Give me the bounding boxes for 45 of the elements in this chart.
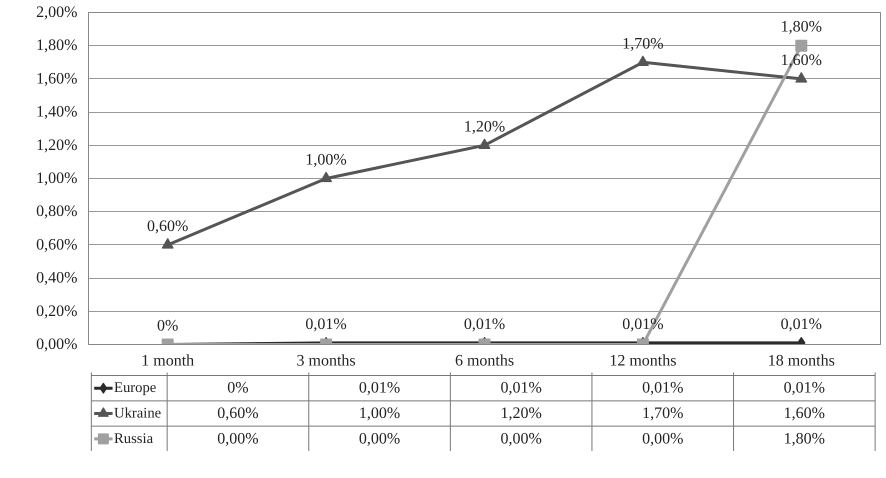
- y-tick-label: 0,00%: [36, 336, 78, 353]
- data-label: 0,00%: [358, 430, 400, 448]
- data-label: 0,00%: [500, 430, 542, 448]
- data-label: 0,60%: [217, 405, 259, 422]
- data-label: 0,01%: [784, 380, 826, 397]
- y-tick-label: 0,40%: [36, 270, 78, 287]
- legend-label: Russia: [114, 430, 154, 447]
- data-label: 0,00%: [642, 430, 684, 448]
- y-tick-label: 2,00%: [36, 4, 78, 21]
- y-tick-label: 1,80%: [36, 37, 78, 54]
- legend-label: Ukraine: [114, 406, 162, 422]
- text: 1,70%: [622, 35, 664, 52]
- x-tick-label: 1 month: [141, 352, 194, 370]
- text: 1,00%: [305, 152, 347, 168]
- x-tick-label: 12 months: [609, 352, 676, 370]
- text: 1,80%: [780, 18, 822, 36]
- y-tick-label: 1,60%: [36, 70, 78, 88]
- y-tick-label: 1,20%: [36, 136, 78, 154]
- y-tick-label: 1,40%: [36, 104, 78, 121]
- text: 0,60%: [147, 218, 188, 235]
- y-tick-label: 1,00%: [36, 170, 78, 187]
- text: 0%: [157, 318, 178, 334]
- data-label: 1,80%: [784, 430, 826, 448]
- data-label: 0,00%: [217, 430, 259, 448]
- data-label: 1,60%: [784, 405, 826, 422]
- text: 0,01%: [305, 316, 347, 333]
- data-label: 1,00%: [358, 405, 400, 422]
- text: 1,20%: [464, 118, 506, 136]
- data-label: 1,70%: [642, 405, 684, 422]
- data-label: 0,01%: [642, 380, 684, 397]
- x-tick-label: 18 months: [768, 352, 835, 370]
- x-tick-label: 6 months: [454, 352, 514, 370]
- text: 0,01%: [780, 316, 822, 333]
- legend-label: Europe: [114, 380, 156, 396]
- data-label: 1,20%: [500, 405, 542, 422]
- text: 1,60%: [780, 52, 822, 69]
- y-tick-label: 0,20%: [36, 302, 78, 320]
- data-label: 0,01%: [500, 380, 542, 397]
- y-tick-label: 0,60%: [36, 236, 78, 254]
- text: 0,01%: [622, 316, 664, 333]
- x-tick-label: 3 months: [296, 352, 356, 370]
- y-tick-label: 0,80%: [36, 203, 78, 220]
- data-label: 0%: [227, 380, 249, 397]
- text: 0,01%: [464, 316, 506, 333]
- data-label: 0,01%: [358, 380, 400, 397]
